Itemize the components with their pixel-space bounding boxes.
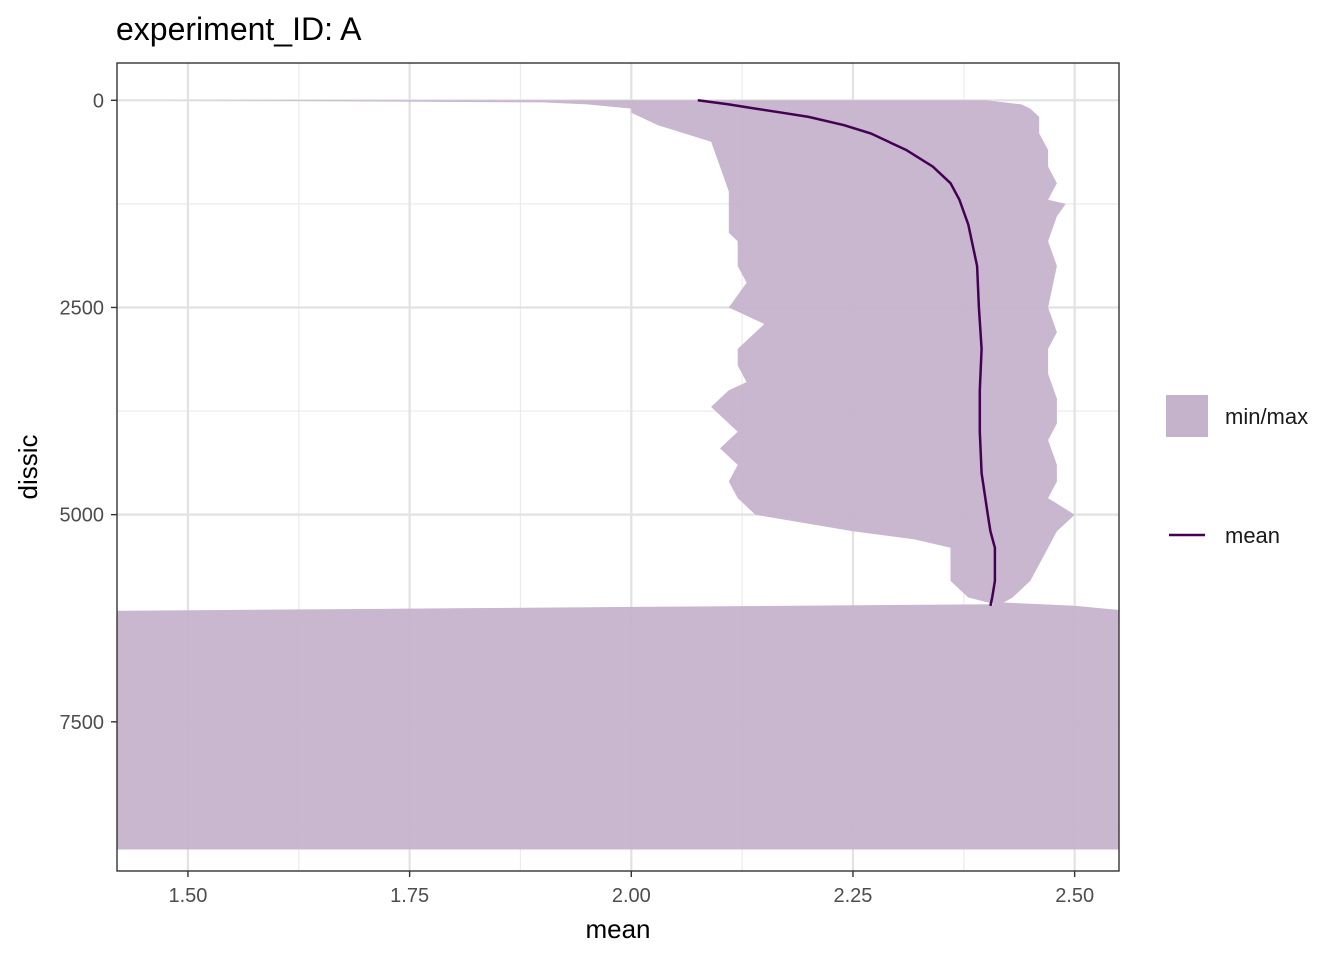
- legend-label-mean: mean: [1225, 523, 1280, 548]
- panel-border: [116, 62, 1120, 872]
- legend: min/max mean: [1166, 395, 1308, 548]
- x-tick-label: 1.50: [168, 885, 207, 907]
- chart-title: experiment_ID: A: [116, 11, 362, 47]
- plot-panel: [116, 62, 1120, 872]
- x-tick-label: 1.75: [390, 885, 429, 907]
- y-tick-label: 7500: [60, 712, 105, 734]
- y-tick-label: 2500: [60, 297, 105, 319]
- y-tick-label: 5000: [60, 505, 105, 527]
- x-tick-label: 2.25: [834, 885, 873, 907]
- y-tick-label: 0: [93, 90, 104, 112]
- y-axis: 0 2500 5000 7500: [60, 90, 117, 734]
- x-tick-label: 2.00: [612, 885, 651, 907]
- min-max-band: [117, 100, 1119, 850]
- x-axis-title: mean: [585, 914, 650, 944]
- legend-label-min-max: min/max: [1225, 404, 1308, 429]
- y-axis-title: dissic: [13, 434, 43, 499]
- x-axis: 1.50 1.75 2.00 2.25 2.50: [168, 871, 1094, 907]
- x-tick-label: 2.50: [1055, 885, 1094, 907]
- mean-line: [697, 99, 997, 607]
- legend-key-min-max: [1166, 395, 1208, 437]
